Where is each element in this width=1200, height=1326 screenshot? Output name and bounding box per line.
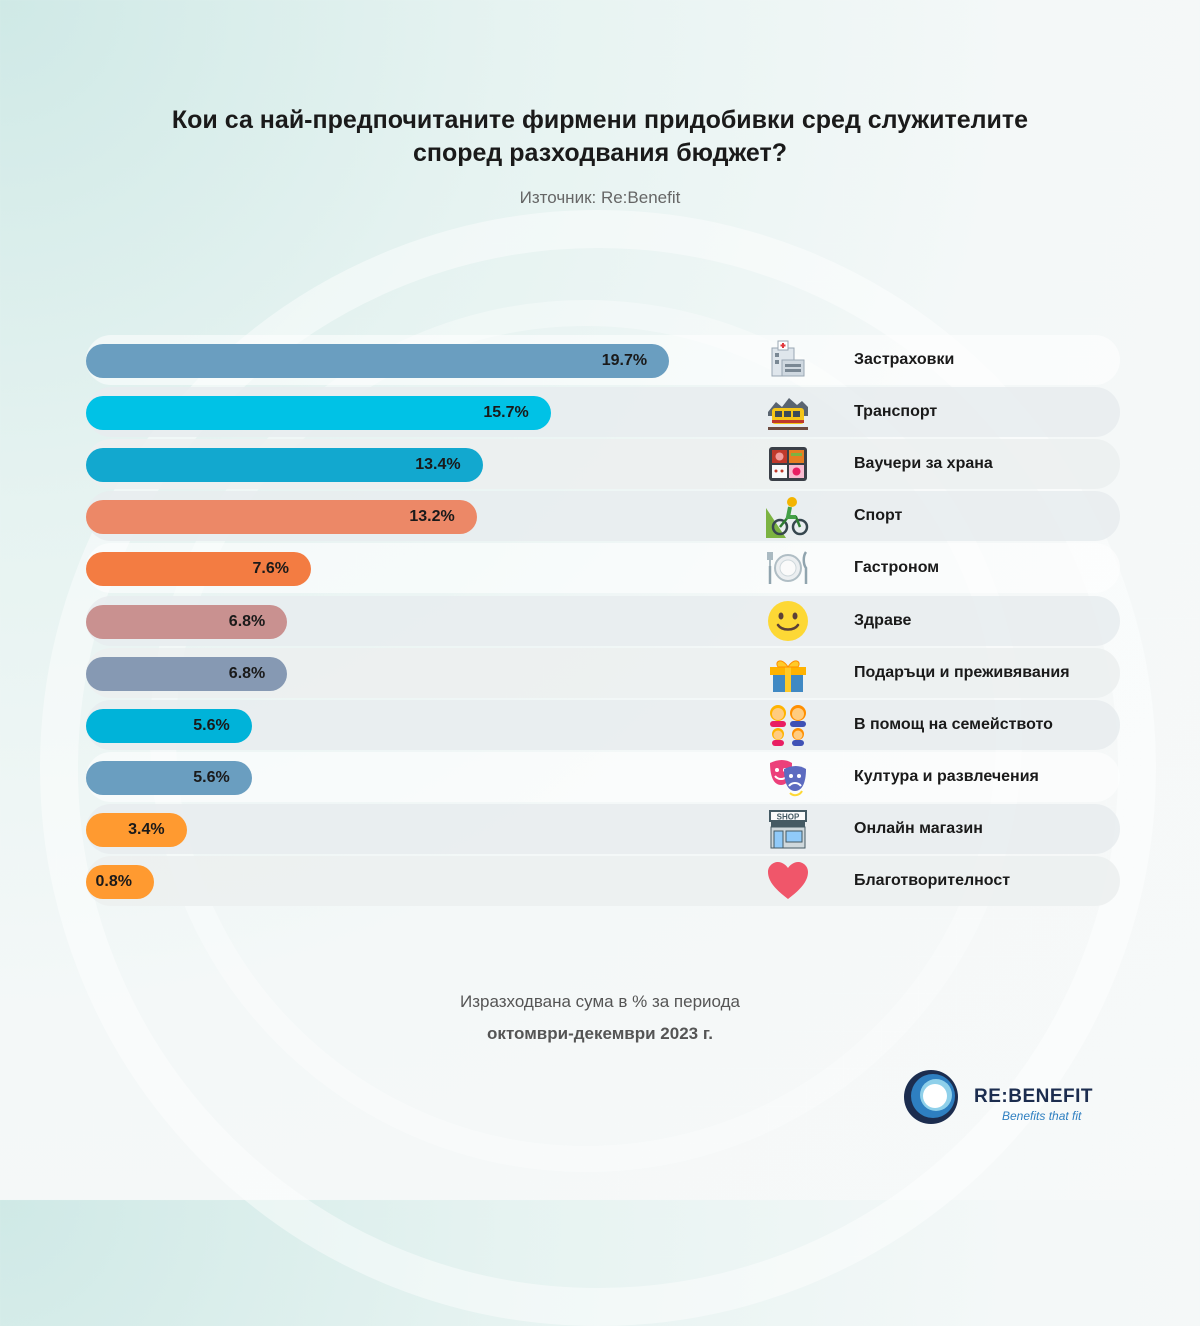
train-icon — [766, 390, 810, 434]
bar-value-label: 3.4% — [128, 820, 165, 838]
bar — [86, 812, 187, 847]
category-label: Здраве — [854, 611, 912, 629]
footnote-line-1: Изразходвана сума в % за периода — [459, 992, 740, 1011]
rebenefit-logo: RE:BENEFIT Benefits that fit — [902, 1066, 1122, 1128]
category-label: Подаръци и преживявания — [854, 663, 1070, 681]
bar — [86, 760, 252, 795]
bar-value-label: 5.6% — [193, 768, 230, 786]
bar-value-label: 5.6% — [193, 716, 230, 734]
logo-tagline: Benefits that fit — [1002, 1109, 1082, 1123]
bar — [86, 448, 483, 483]
food-voucher-icon — [766, 442, 810, 486]
bar — [86, 344, 670, 378]
footnote-line-2: октомври-декември 2023 г. — [487, 1024, 713, 1043]
bar — [86, 500, 477, 535]
bar-value-label: 6.8% — [228, 612, 266, 630]
theater-masks-icon — [766, 755, 810, 799]
category-label: В помощ на семейството — [854, 715, 1053, 733]
bar-row-background — [86, 856, 1120, 906]
bar-value-label: 0.8% — [95, 873, 132, 890]
bar-value-label: 13.4% — [415, 456, 461, 474]
category-label: Благотворителност — [854, 872, 1011, 889]
category-label: Транспорт — [854, 403, 938, 421]
bar — [86, 656, 288, 691]
chart-title-line-1: Кои са най-предпочитаните фирмени придоб… — [171, 106, 1029, 134]
category-label: Онлайн магазин — [854, 819, 983, 837]
bar-value-label: 15.7% — [483, 404, 529, 422]
bar — [86, 708, 252, 743]
chart-title: Кои са най-предпочитаните фирмени придоб… — [0, 104, 1200, 170]
category-label: Застраховки — [854, 351, 955, 368]
category-label: Гастроном — [854, 559, 940, 577]
shop-icon: SHOP — [766, 807, 810, 851]
bar-value-label: 7.6% — [252, 560, 289, 578]
hospital-icon — [766, 338, 810, 382]
smiley-icon — [766, 599, 810, 643]
plate-icon — [766, 546, 810, 590]
bar-row-background — [86, 699, 1120, 750]
category-label: Спорт — [854, 507, 903, 525]
logo-icon — [904, 1070, 958, 1124]
bar — [86, 396, 551, 431]
family-icon — [766, 703, 810, 747]
bar — [86, 552, 311, 587]
category-label: Култура и развлечения — [854, 767, 1039, 785]
bar-value-label: 19.7% — [601, 352, 648, 369]
gift-icon — [766, 651, 810, 695]
bar — [86, 604, 288, 639]
chart-title-line-2: според разходвания бюджет? — [412, 139, 788, 167]
bar-row-background — [86, 751, 1120, 802]
chart-source: Източник: Re:Benefit — [519, 188, 681, 207]
cyclist-icon — [766, 494, 810, 539]
logo-name: RE:BENEFIT — [974, 1086, 1093, 1107]
category-label: Ваучери за храна — [854, 455, 993, 473]
bar — [86, 865, 154, 899]
heart-icon — [766, 859, 810, 903]
bar-row-background — [86, 803, 1120, 854]
bar-value-label: 13.2% — [409, 508, 455, 526]
svg-text:SHOP: SHOP — [777, 812, 800, 821]
chart-footnote: Изразходвана сума в % за периода октомвр… — [0, 986, 1200, 1050]
bar-value-label: 6.8% — [228, 664, 266, 682]
